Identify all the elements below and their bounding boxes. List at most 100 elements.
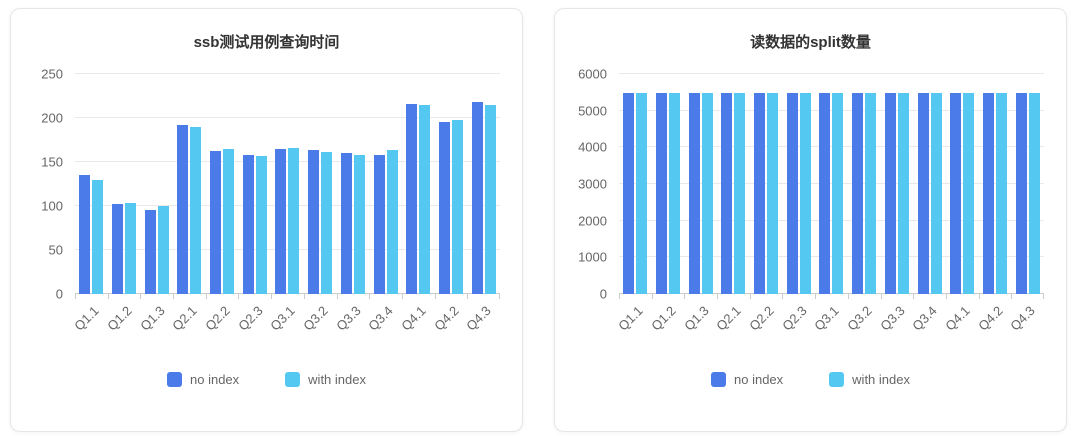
x-tick: Q1.1 [71,294,108,356]
x-tick-label: Q1.1 [615,303,646,334]
bar-with-index[interactable] [92,179,104,294]
x-tick-label: Q4.2 [974,303,1006,334]
bar-with-index[interactable] [734,93,746,294]
y-tick-label: 3000 [578,176,607,192]
bar-no-index[interactable] [373,154,385,294]
bar-no-index[interactable] [406,103,418,294]
legend: no index with index [11,372,522,387]
bar-with-index[interactable] [484,104,496,294]
bar-no-index[interactable] [438,121,450,294]
bar-with-index[interactable] [865,93,877,294]
x-tick-label: Q2.2 [746,303,777,334]
x-tick: Q3.4 [366,294,402,356]
bar-group [782,74,815,294]
legend-label: no index [190,372,240,387]
bar-with-index[interactable] [1028,93,1040,294]
bar-no-index[interactable] [819,93,831,294]
bar-no-index[interactable] [623,93,635,294]
bar-no-index[interactable] [177,125,189,294]
y-axis-labels: 0 50 100 150 200 250 [11,67,75,302]
bar-with-index[interactable] [995,93,1007,294]
x-tick: Q4.2 [431,294,468,356]
legend: no index with index [555,372,1066,387]
legend-item-with-index[interactable]: with index [285,372,366,387]
gridline [75,205,500,206]
bar-no-index[interactable] [1015,93,1027,294]
bar-with-index[interactable] [190,126,202,294]
bar-with-index[interactable] [419,104,431,294]
y-tick-label: 250 [41,66,63,82]
legend-swatch [167,372,183,387]
bar-no-index[interactable] [786,93,798,294]
bar-no-index[interactable] [884,93,896,294]
x-tick: Q2.2 [202,294,239,356]
x-tick-label: Q3.4 [909,303,941,334]
bar-with-index[interactable] [832,93,844,294]
x-tick: Q3.4 [909,294,946,356]
x-tick: Q3.1 [267,294,304,356]
bar-with-index[interactable] [125,203,137,294]
x-tick-label: Q3.1 [267,303,299,334]
bar-group [238,74,271,294]
legend-item-with-index[interactable]: with index [829,372,910,387]
bar-with-index[interactable] [255,155,267,294]
gridline [619,219,1044,221]
gridline [619,183,1044,184]
x-tick-label: Q4.3 [463,303,495,334]
x-tick-label: Q1.1 [71,303,102,334]
x-tick: Q4.1 [942,294,979,356]
x-tick-label: Q3.2 [844,303,875,334]
bar-no-index[interactable] [79,175,91,294]
x-tick: Q4.3 [463,294,500,356]
y-tick-label: 5000 [578,103,607,119]
query-time-chart: ssb测试用例查询时间 0 50 100 150 200 250 Q1.1 Q1.2 Q1.3… [11,9,522,387]
x-tick: Q4.1 [398,294,435,356]
bar-with-index[interactable] [386,149,398,294]
bar-with-index[interactable] [669,93,681,294]
bar-with-index[interactable] [767,93,779,294]
bar-no-index[interactable] [471,102,483,294]
bar-with-index[interactable] [963,93,975,294]
bar-with-index[interactable] [897,93,909,294]
legend-item-no-index[interactable]: no index [711,372,783,387]
legend-item-no-index[interactable]: no index [167,372,239,387]
bar-with-index[interactable] [799,93,811,294]
bar-no-index[interactable] [308,149,320,294]
bar-no-index[interactable] [852,93,864,294]
bar-with-index[interactable] [321,152,333,294]
bar-no-index[interactable] [112,204,124,294]
bar-no-index[interactable] [656,93,668,294]
bar-no-index[interactable] [982,93,994,294]
x-tick-label: Q1.2 [104,303,135,334]
bar-no-index[interactable] [721,93,733,294]
bar-with-index[interactable] [930,93,942,294]
bar-group [402,74,435,294]
gridline [75,161,500,162]
x-tick: Q4.2 [975,294,1012,356]
x-tick-label: Q4.1 [942,303,973,334]
bar-with-index[interactable] [701,93,713,294]
bar-with-index[interactable] [157,206,169,294]
bar-group [750,74,783,294]
bar-no-index[interactable] [950,93,962,294]
bar-group [1011,74,1044,294]
bar-no-index[interactable] [688,93,700,294]
bar-group [206,74,239,294]
bar-with-index[interactable] [451,119,463,294]
x-tick-label: Q4.1 [398,303,429,334]
bar-no-index[interactable] [242,154,254,294]
bar-no-index[interactable] [275,148,287,294]
bar-with-index[interactable] [636,93,648,294]
bar-no-index[interactable] [210,151,222,294]
bar-no-index[interactable] [754,93,766,294]
x-tick: Q2.2 [746,294,783,356]
bar-with-index[interactable] [288,147,300,294]
x-tick: Q2.3 [235,294,271,356]
bar-no-index[interactable] [917,93,929,294]
bar-no-index[interactable] [144,209,156,294]
x-tick-label: Q2.1 [169,303,201,334]
bar-with-index[interactable] [223,148,235,294]
bar-with-index[interactable] [353,154,365,294]
bar-group [435,74,468,294]
bar-no-index[interactable] [340,153,352,294]
